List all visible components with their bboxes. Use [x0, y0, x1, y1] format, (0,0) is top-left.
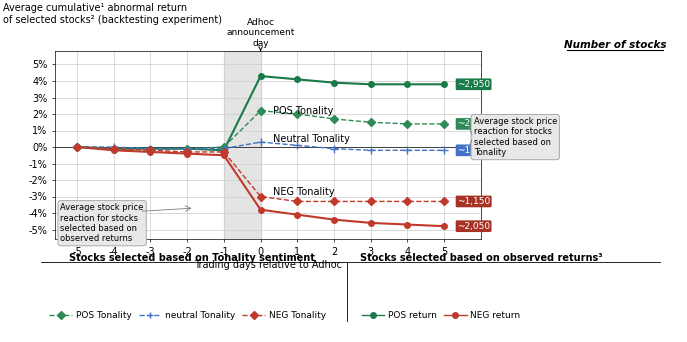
- Text: Average cumulative¹ abnormal return
of selected stocks² (backtesting experiment): Average cumulative¹ abnormal return of s…: [3, 3, 223, 25]
- Text: Average stock price
reaction for stocks
selected based on
observed returns: Average stock price reaction for stocks …: [60, 203, 144, 243]
- Text: Number of stocks: Number of stocks: [563, 40, 666, 50]
- Legend: POS Tonality, neutral Tonality, NEG Tonality: POS Tonality, neutral Tonality, NEG Tona…: [46, 307, 329, 324]
- Text: ~1,700: ~1,700: [457, 146, 491, 155]
- Text: Stocks selected based on Tonality sentiment: Stocks selected based on Tonality sentim…: [69, 253, 315, 263]
- Text: Average stock price
reaction for stocks
selected based on
Tonality: Average stock price reaction for stocks …: [473, 117, 557, 157]
- Text: Neutral Tonality: Neutral Tonality: [273, 134, 350, 144]
- Text: POS Tonality: POS Tonality: [273, 106, 334, 116]
- Text: ~2,050: ~2,050: [457, 222, 490, 231]
- Text: Adhoc
announcement
day: Adhoc announcement day: [227, 18, 295, 51]
- Text: NEG Tonality: NEG Tonality: [273, 186, 335, 197]
- Text: Stocks selected based on observed returns³: Stocks selected based on observed return…: [360, 253, 602, 263]
- X-axis label: Trading days relative to Adhoc: Trading days relative to Adhoc: [194, 260, 342, 270]
- Bar: [224, 51, 260, 239]
- Text: ~2,150: ~2,150: [457, 119, 490, 128]
- Text: ~2,950: ~2,950: [457, 80, 490, 89]
- Text: ~1,150: ~1,150: [457, 197, 491, 206]
- Legend: POS return, NEG return: POS return, NEG return: [359, 307, 524, 324]
